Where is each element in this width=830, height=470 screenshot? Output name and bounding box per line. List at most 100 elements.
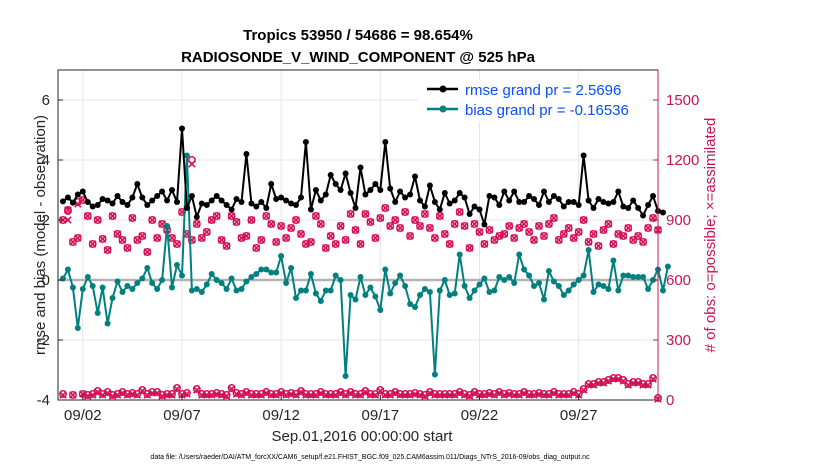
upper-obs-possible-point [366, 218, 375, 226]
bias-point [446, 292, 453, 298]
bias-point [531, 283, 537, 289]
lower-obs-assimilated-point [569, 389, 578, 397]
left-tick-label: 2 [42, 212, 50, 229]
lower-obs-assimilated-point [336, 389, 345, 397]
bias-point [317, 298, 324, 304]
bias-point [213, 277, 220, 283]
upper-obs-possible-point [416, 222, 424, 230]
upper-obs-possible-point [93, 216, 102, 224]
rmse-point [119, 199, 126, 205]
lower-obs-assimilated-point [470, 389, 479, 397]
bias-point [233, 287, 240, 294]
upper-obs-possible-point [153, 234, 162, 242]
upper-obs-possible-point [505, 222, 514, 230]
upper-obs-assimilated-point [326, 232, 335, 240]
left-axis: -4 -2 0 2 4 6 [37, 92, 63, 409]
bias-point [124, 283, 131, 289]
upper-obs-assimilated-point [242, 232, 251, 240]
lower-obs-assimilated-point [168, 391, 176, 399]
upper-obs-assimilated-point [267, 220, 275, 228]
upper-obs-assimilated-point [257, 236, 266, 244]
rmse-point [312, 187, 319, 193]
bias-point [496, 274, 503, 280]
rmse-point [590, 205, 597, 211]
rmse-point [575, 202, 582, 208]
right-tick-label: 1200 [666, 152, 699, 169]
upper-obs-assimilated-point [113, 230, 122, 238]
upper-obs-possible-point [604, 220, 613, 228]
upper-obs-assimilated-point [441, 230, 449, 238]
lower-obs-assimilated-point [426, 389, 434, 397]
lower-obs-possible-point [59, 390, 67, 398]
upper-obs-possible-point [455, 208, 464, 216]
upper-obs-possible-point [525, 228, 534, 236]
rmse-point [322, 191, 329, 198]
left-axis-label: rmse and bias (model - observation) [32, 115, 49, 355]
left-tick-label: 0 [42, 272, 50, 289]
bias-point [332, 272, 339, 279]
upper-obs-assimilated-point [564, 224, 573, 232]
lower-obs-assimilated-point [143, 391, 152, 399]
lower-obs-assimilated-point [599, 379, 608, 387]
upper-obs-possible-point [316, 220, 325, 228]
upper-obs-assimilated-point [351, 226, 360, 234]
upper-obs-possible-point [272, 238, 281, 246]
bias-point [322, 287, 329, 294]
rmse-point [367, 187, 374, 193]
bias-point [228, 275, 235, 282]
rmse-point [347, 190, 354, 196]
upper-obs-assimilated-point [287, 224, 295, 232]
right-axis-label: # of obs: o=possible; ×=assimilated [702, 118, 719, 353]
series-rmse [60, 125, 666, 228]
rmse-point [565, 199, 572, 205]
rmse-point [377, 187, 384, 193]
upper-obs-assimilated-point [341, 236, 350, 244]
rmse-point [650, 193, 656, 199]
upper-obs-assimilated-point [356, 240, 365, 248]
bias-point [179, 272, 185, 279]
rmse-point [541, 188, 547, 195]
upper-obs-assimilated-point [322, 244, 330, 252]
lower-obs-assimilated-point [614, 375, 623, 383]
rmse-point [417, 197, 423, 204]
series-bias [60, 152, 671, 379]
upper-obs-possible-point [634, 232, 643, 240]
left-tick-label: 6 [42, 92, 50, 109]
upper-obs-possible-point [187, 236, 196, 244]
upper-obs-assimilated-point [193, 220, 201, 228]
lower-obs-assimilated-point [465, 392, 474, 400]
left-tick-label: -4 [37, 392, 50, 409]
upper-obs-assimilated-point [237, 234, 246, 242]
bias-point [114, 278, 121, 285]
rmse-point [521, 199, 528, 205]
upper-obs-possible-point [639, 238, 648, 246]
upper-obs-assimilated-point [475, 228, 484, 236]
upper-obs-possible-point [68, 238, 77, 246]
upper-obs-possible-point [217, 236, 226, 244]
rmse-point [188, 193, 195, 199]
lower-obs-assimilated-point [237, 391, 246, 399]
rmse-point [238, 199, 245, 205]
upper-obs-possible-point [609, 240, 618, 248]
bias-point [536, 280, 542, 286]
bias-point [377, 307, 384, 313]
rmse-point [382, 139, 389, 145]
upper-obs-possible-point [88, 240, 97, 248]
right-tick-label: 1500 [666, 92, 699, 109]
rmse-point [104, 197, 111, 204]
lower-obs-assimilated-point [257, 391, 266, 399]
rmse-point [496, 202, 503, 208]
upper-obs-assimilated-point [391, 216, 399, 224]
upper-obs-assimilated-point [346, 210, 355, 218]
upper-obs-assimilated-point [505, 222, 514, 230]
upper-obs-possible-point [475, 228, 484, 236]
x-tick-label: 09/27 [560, 407, 598, 424]
legend-rmse-label: rmse grand pr = 2.5696 [465, 82, 621, 99]
bias-point [491, 287, 498, 294]
upper-obs-possible-point [148, 216, 157, 224]
upper-obs-assimilated-point [123, 244, 132, 252]
upper-obs-possible-point [381, 204, 390, 212]
upper-obs-possible-point [341, 236, 350, 244]
upper-obs-possible-point [356, 240, 365, 248]
